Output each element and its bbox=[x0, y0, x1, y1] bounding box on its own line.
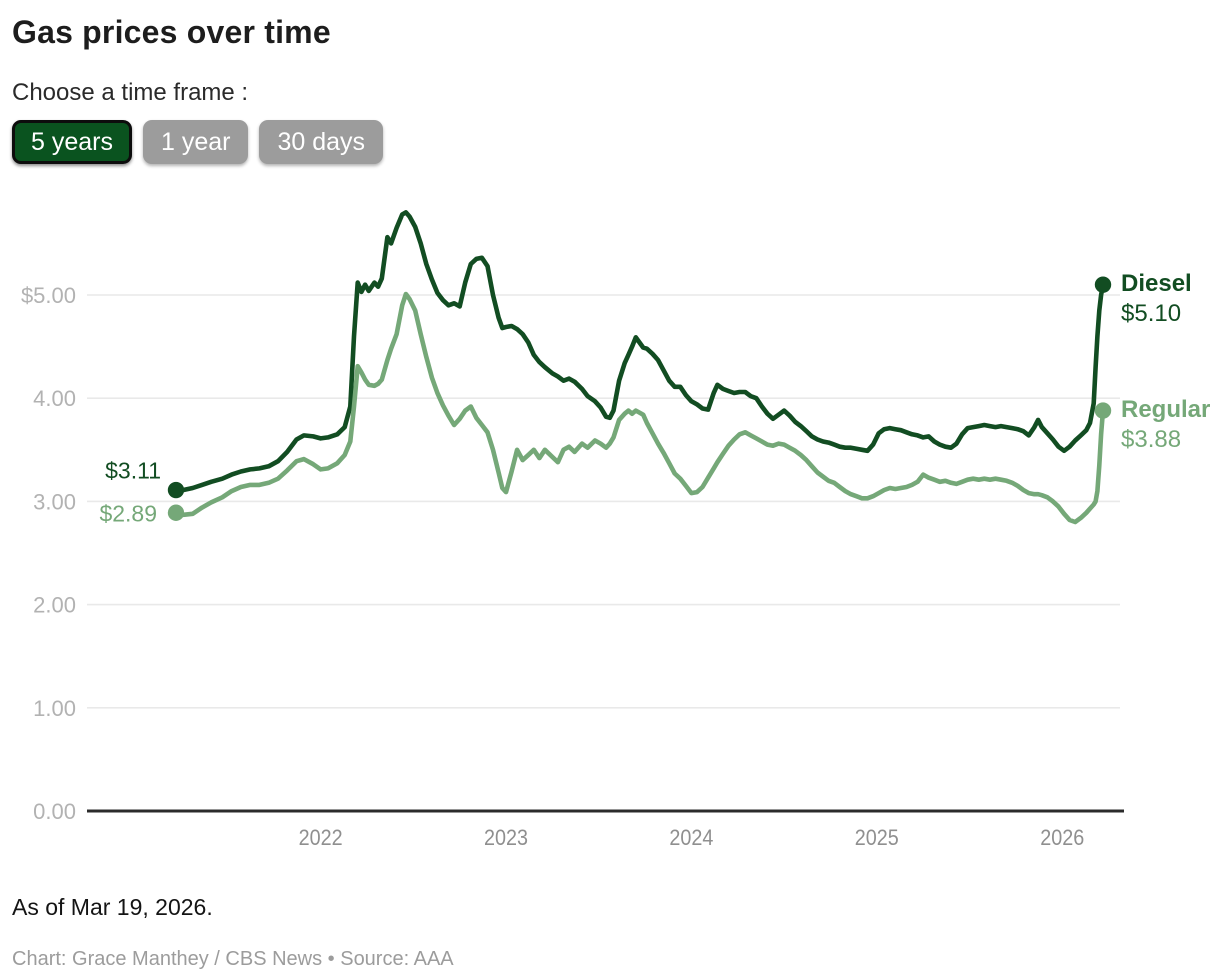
x-axis-label: 2025 bbox=[855, 825, 899, 850]
as-of-note: As of Mar 19, 2026. bbox=[12, 894, 213, 920]
page-title: Gas prices over time bbox=[12, 14, 331, 50]
regular-end-label: Regular $3.88 bbox=[1121, 396, 1210, 455]
y-axis-label: 4.00 bbox=[33, 386, 76, 411]
y-axis-label: $5.00 bbox=[21, 283, 76, 308]
diesel-start-value-label: $3.11 bbox=[105, 457, 161, 484]
y-axis-label: 1.00 bbox=[33, 696, 76, 721]
series-endpoint-dots bbox=[167, 276, 1112, 521]
diesel-end-value-label: $5.10 bbox=[1121, 299, 1182, 327]
diesel-series-name-label: Diesel bbox=[1121, 269, 1192, 297]
y-axis-label: 2.00 bbox=[33, 593, 76, 618]
y-axis-label: 0.00 bbox=[33, 799, 76, 824]
footer: As of Mar 19, 2026. Chart: Grace Manthey… bbox=[12, 894, 454, 971]
x-axis-labels: 2022 2023 2024 2025 2026 bbox=[299, 825, 1085, 850]
x-axis-label: 2022 bbox=[299, 825, 343, 850]
timeframe-button-1-year[interactable]: 1 year bbox=[142, 120, 249, 164]
regular-series-name-label: Regular bbox=[1121, 395, 1211, 423]
diesel-start-dot bbox=[167, 481, 185, 499]
regular-line bbox=[173, 291, 1106, 525]
credit-line: Chart: Grace Manthey / CBS News • Source… bbox=[12, 948, 454, 970]
y-axis-label: 3.00 bbox=[33, 489, 76, 514]
x-axis-label: 2023 bbox=[484, 825, 528, 850]
series-lines bbox=[173, 210, 1106, 525]
timeframe-button-30-days[interactable]: 30 days bbox=[259, 120, 384, 164]
x-axis-label: 2024 bbox=[669, 825, 713, 850]
regular-start-dot bbox=[167, 504, 185, 521]
regular-end-value-label: $3.88 bbox=[1121, 425, 1182, 453]
y-axis-labels: $5.00 4.00 3.00 2.00 1.00 0.00 bbox=[21, 283, 76, 824]
timeframe-button-5-years[interactable]: 5 years bbox=[12, 120, 132, 164]
diesel-line bbox=[173, 210, 1106, 493]
header: Gas prices over time Choose a time frame… bbox=[12, 14, 384, 164]
x-axis-label: 2026 bbox=[1040, 825, 1084, 850]
diesel-end-label: Diesel $5.10 bbox=[1121, 270, 1192, 329]
regular-end-dot bbox=[1094, 402, 1112, 419]
timeframe-button-group: 5 years 1 year 30 days bbox=[12, 120, 384, 164]
gridlines bbox=[87, 294, 1120, 709]
diesel-end-dot bbox=[1094, 276, 1112, 293]
regular-start-value-label: $2.89 bbox=[99, 500, 157, 527]
timeframe-prompt: Choose a time frame : bbox=[12, 79, 249, 106]
